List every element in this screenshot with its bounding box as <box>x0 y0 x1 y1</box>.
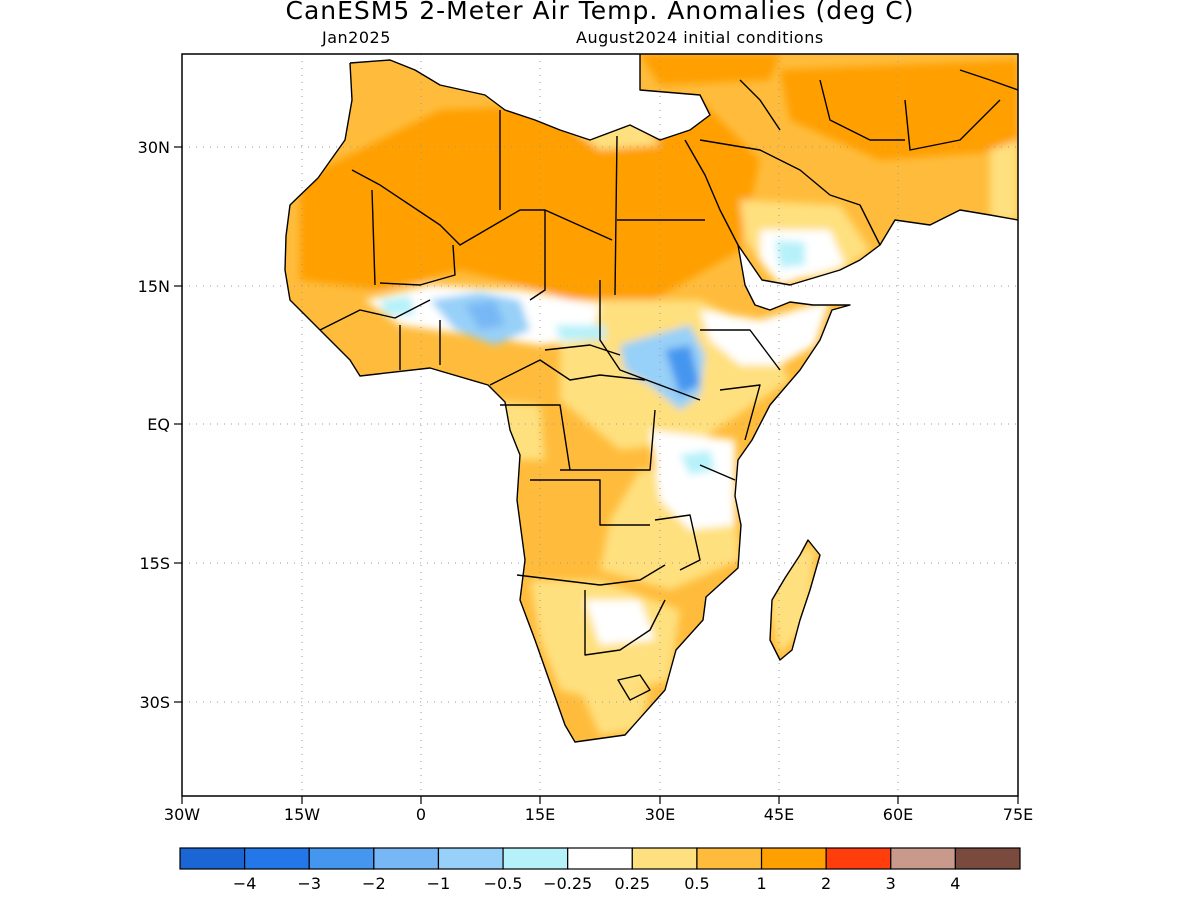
colorbar-label: −2 <box>362 874 386 893</box>
lon-label-0: 0 <box>416 805 426 824</box>
coastlines-and-borders <box>284 54 1018 743</box>
colorbar-swatch <box>179 847 246 870</box>
lon-label-15w: 15W <box>284 805 320 824</box>
color-bar: −4 −3 −2 −1 −0.5 −0.25 0.25 0.5 1 2 3 4 <box>179 847 1021 893</box>
colorbar-label: 0.5 <box>684 874 709 893</box>
colorbar-label: 3 <box>886 874 896 893</box>
map-title: CanESM5 2-Meter Air Temp. Anomalies (deg… <box>285 0 915 25</box>
lon-label-15e: 15E <box>525 805 555 824</box>
colorbar-swatch <box>308 847 375 870</box>
colorbar-label: 4 <box>950 874 960 893</box>
lat-label-30s: 30S <box>139 693 170 712</box>
lat-label-30n: 30N <box>138 138 170 157</box>
colorbar-swatch <box>437 847 504 870</box>
colorbar-swatch <box>696 847 763 870</box>
lon-label-75e: 75E <box>1003 805 1033 824</box>
colorbar-swatch <box>373 847 440 870</box>
colorbar-swatch <box>825 847 892 870</box>
initial-conditions-label: August2024 initial conditions <box>576 28 824 47</box>
lat-label-15s: 15S <box>139 554 170 573</box>
colorbar-swatch <box>631 847 698 870</box>
colorbar-label: −1 <box>427 874 451 893</box>
lon-label-45e: 45E <box>764 805 794 824</box>
colorbar-swatch <box>502 847 569 870</box>
colorbar-label: −4 <box>233 874 257 893</box>
longitude-labels: 30W 15W 0 15E 30E 45E 60E 75E <box>164 805 1033 824</box>
colorbar-swatch <box>760 847 827 870</box>
colorbar-swatch <box>954 847 1021 870</box>
latitude-labels: 30N 15N EQ 15S 30S <box>138 138 170 712</box>
lat-label-eq: EQ <box>147 415 170 434</box>
colorbar-label: −0.25 <box>543 874 592 893</box>
colorbar-label: 2 <box>821 874 831 893</box>
axis-ticks <box>174 146 1019 804</box>
colorbar-swatch <box>567 847 633 870</box>
colorbar-swatch <box>890 847 956 870</box>
lon-label-30w: 30W <box>164 805 200 824</box>
lat-label-15n: 15N <box>138 277 170 296</box>
plot-border <box>181 53 1019 797</box>
forecast-month-label: Jan2025 <box>322 28 391 47</box>
lon-label-30e: 30E <box>645 805 675 824</box>
map-gridlines <box>182 54 1018 796</box>
colorbar-label: 0.25 <box>614 874 650 893</box>
colorbar-swatch <box>244 847 310 870</box>
lon-label-60e: 60E <box>883 805 913 824</box>
colorbar-label: −0.5 <box>484 874 523 893</box>
colorbar-label: −3 <box>297 874 321 893</box>
colorbar-label: 1 <box>756 874 766 893</box>
